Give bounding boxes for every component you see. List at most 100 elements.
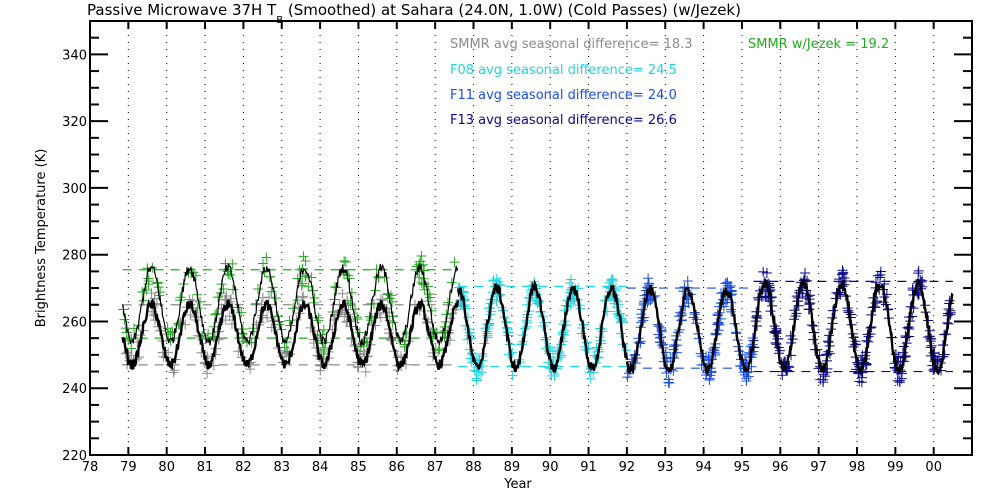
data-point	[530, 295, 541, 306]
plot-frame	[89, 20, 973, 456]
legend: SMMR avg seasonal difference= 18.3 SMMR …	[450, 37, 889, 128]
data-point	[678, 286, 689, 297]
data-point	[340, 257, 351, 268]
data-point	[330, 281, 341, 292]
data-point	[393, 332, 404, 343]
x-tick-label: 84	[312, 460, 329, 475]
data-point	[218, 283, 229, 294]
x-tick-label: 86	[389, 460, 406, 475]
series-f08	[453, 273, 632, 386]
data-point	[257, 312, 268, 323]
x-tick-label: 82	[235, 460, 252, 475]
data-point	[202, 333, 213, 344]
data-point	[279, 342, 290, 353]
data-point	[414, 272, 425, 283]
data-point	[761, 267, 772, 278]
x-tick-label: 95	[734, 460, 751, 475]
data-point	[257, 292, 268, 303]
data-point	[424, 289, 435, 300]
data-point	[195, 296, 206, 307]
x-tick-label: 92	[619, 460, 636, 475]
x-tick-label: 91	[580, 460, 597, 475]
data-point	[870, 302, 881, 313]
data-point	[300, 256, 311, 267]
data-point	[786, 350, 797, 361]
data-point	[339, 255, 350, 266]
data-point	[261, 252, 272, 263]
data-point	[913, 268, 924, 279]
data-point	[309, 292, 320, 303]
data-point	[721, 278, 732, 289]
data-point	[560, 300, 571, 311]
data-point	[319, 344, 330, 355]
data-point	[169, 365, 180, 376]
data-point	[507, 370, 518, 381]
x-tick-label: 93	[657, 460, 674, 475]
data-point	[192, 302, 203, 313]
data-point	[643, 273, 654, 284]
data-point	[785, 330, 796, 341]
x-tick-label: 98	[849, 460, 866, 475]
data-point	[751, 321, 762, 332]
x-tick-label: 94	[695, 460, 712, 475]
data-point	[346, 333, 357, 344]
grid-layer	[127, 21, 935, 455]
data-point	[522, 299, 533, 310]
data-point	[488, 275, 499, 286]
data-point	[212, 292, 223, 303]
data-point	[896, 373, 907, 384]
chart-title: Passive Microwave 37H TB (Smoothed) at S…	[87, 1, 741, 26]
data-point	[423, 281, 434, 292]
data-point	[146, 288, 157, 299]
x-tick-label: 79	[120, 460, 137, 475]
data-point	[469, 365, 480, 376]
data-point	[669, 341, 680, 352]
data-point	[141, 285, 152, 296]
data-point	[298, 291, 309, 302]
data-point	[143, 273, 154, 284]
data-point	[288, 303, 299, 314]
data-point	[945, 309, 956, 320]
data-point	[163, 329, 174, 340]
x-tick-label: 99	[887, 460, 904, 475]
legend-smmr-jezek: SMMR w/Jezek = 19.2	[748, 37, 889, 52]
data-point	[434, 343, 445, 354]
data-point	[473, 369, 484, 380]
data-point	[225, 269, 236, 280]
data-point	[834, 274, 845, 285]
x-tick-label: 80	[158, 460, 175, 475]
data-point	[185, 309, 196, 320]
data-point	[476, 367, 487, 378]
data-point	[337, 288, 348, 299]
data-point	[292, 273, 303, 284]
data-point	[318, 349, 329, 360]
data-point	[663, 377, 674, 388]
x-tick-label: 83	[273, 460, 290, 475]
data-point	[507, 347, 518, 358]
data-point	[875, 272, 886, 283]
legend-f08: F08 avg seasonal difference= 24.5	[450, 63, 677, 78]
data-point	[822, 336, 833, 347]
data-point	[777, 370, 788, 381]
data-point	[894, 375, 905, 386]
data-point	[306, 272, 317, 283]
data-point	[622, 372, 633, 383]
data-point	[808, 334, 819, 345]
data-point	[126, 343, 137, 354]
data-point	[346, 287, 357, 298]
data-point	[433, 345, 444, 356]
data-point	[793, 300, 804, 311]
data-point	[799, 268, 810, 279]
x-tick-label: 78	[82, 460, 99, 475]
data-point	[418, 279, 429, 290]
axis-layer: 78 79 80 81 82 83 84 85 86 87 88 89 90 91 92 93 94 95 96 97…	[62, 20, 972, 475]
data-point	[471, 373, 482, 384]
y-tick-label: 220	[62, 449, 87, 464]
data-point	[606, 275, 617, 286]
data-point	[861, 335, 872, 346]
data-point	[878, 297, 889, 308]
y-tick-label: 340	[62, 48, 87, 63]
y-tick-label: 300	[62, 182, 87, 197]
data-point	[220, 294, 231, 305]
data-point	[226, 293, 237, 304]
